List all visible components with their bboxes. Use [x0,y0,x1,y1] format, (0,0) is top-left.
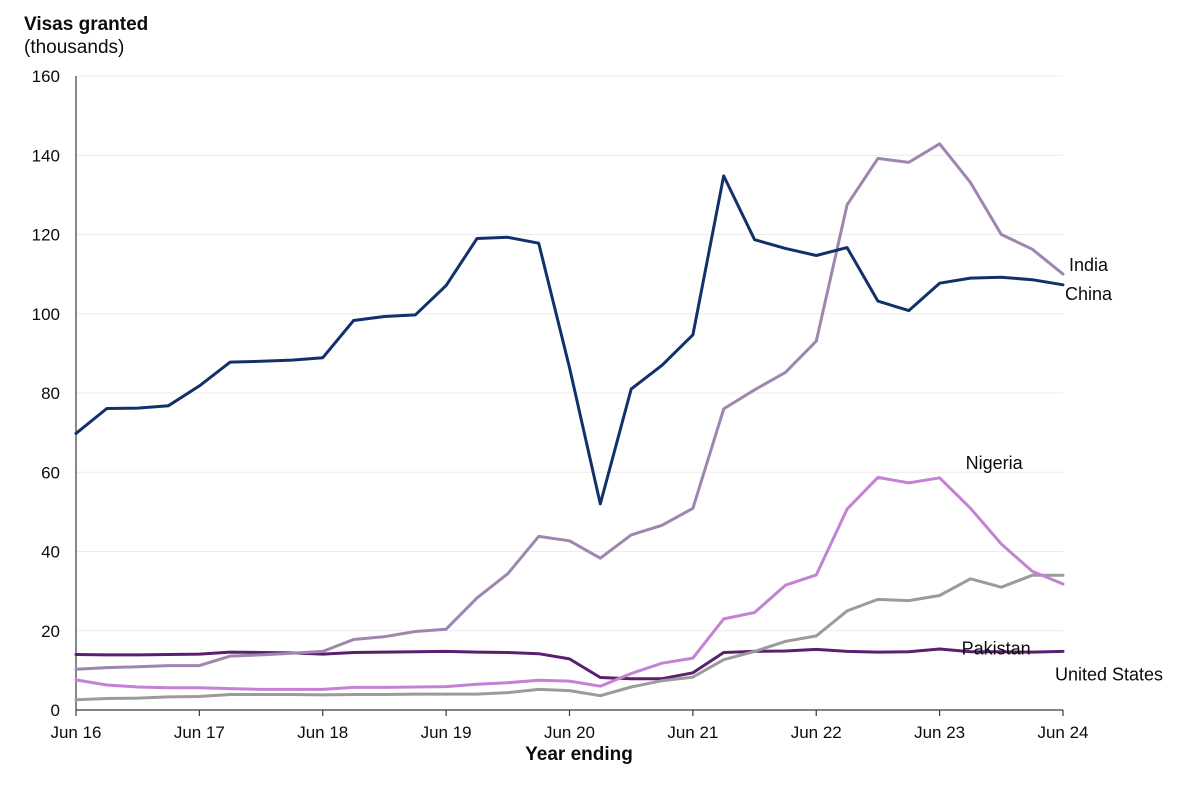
y-tick-label: 0 [51,701,60,720]
x-tick-label: Jun 21 [667,723,718,742]
x-axis-ticks: Jun 16 Jun 17 Jun 18 Jun 19 Jun 20 Jun 21 Jun … [50,76,1089,742]
series-label-nigeria: Nigeria [966,453,1024,473]
y-tick-label: 140 [32,146,60,165]
y-tick-label: 120 [32,226,60,245]
series-line-nigeria [74,475,1065,691]
series-label-china: China [1065,284,1113,304]
series-line-india [74,142,1065,671]
y-tick-label: 20 [41,622,60,641]
x-tick-label: Jun 22 [791,723,842,742]
x-tick-label: Jun 17 [174,723,225,742]
series-label-pakistan: Pakistan [962,638,1031,658]
x-tick-label: Jun 20 [544,723,595,742]
y-axis-ticks: 0 20 40 60 80 100 120 140 160 [32,67,60,720]
x-tick-label: Jun 18 [297,723,348,742]
x-tick-label: Jun 24 [1037,723,1088,742]
x-tick-label: Jun 23 [914,723,965,742]
series-line-pakistan [74,573,1065,702]
y-axis-unit: (thousands) [24,37,125,58]
series-line-china [74,174,1065,506]
y-tick-label: 40 [41,543,60,562]
y-tick-label: 80 [41,384,60,403]
series-label-india: India [1069,255,1109,275]
y-tick-label: 100 [32,305,60,324]
series-line-united-states [74,647,1065,681]
y-tick-label: 160 [32,67,60,86]
series-label-united-states: United States [1055,664,1163,684]
x-tick-label: Jun 16 [50,723,101,742]
x-axis-title: Year ending [525,744,633,765]
gridlines [76,75,1063,632]
series-labels: China India Nigeria Pakistan United States [962,255,1163,684]
x-tick-label: Jun 19 [421,723,472,742]
series-lines [74,142,1065,702]
y-axis-title: Visas granted [24,14,149,35]
y-tick-label: 60 [41,463,60,482]
